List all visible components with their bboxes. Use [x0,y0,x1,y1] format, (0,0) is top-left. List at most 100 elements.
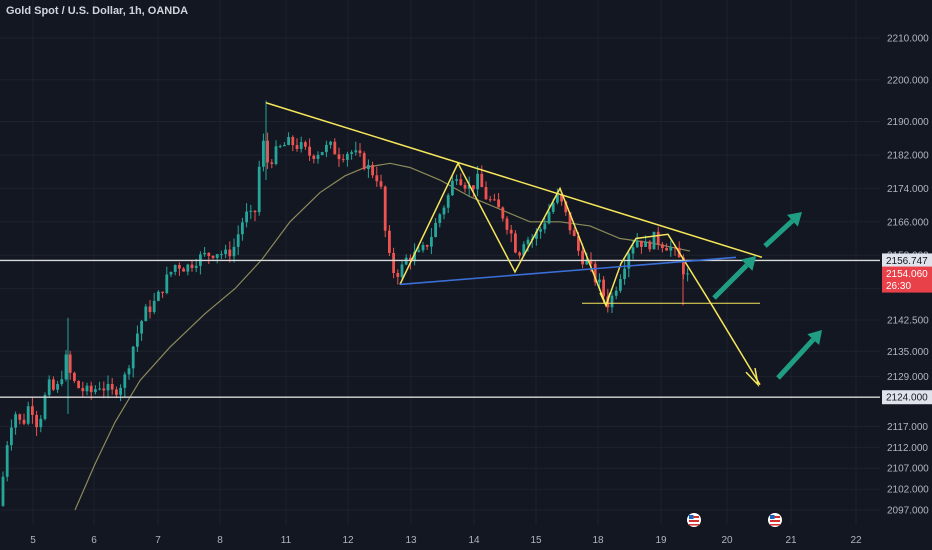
arrow-head [787,212,802,227]
candle-body [514,233,517,253]
candle-body [665,247,668,251]
candle-body [467,185,471,189]
flag-stripe [689,520,699,522]
candle-body [274,146,278,165]
chart-title: Gold Spot / U.S. Dollar, 1h, OANDA [6,5,189,17]
flag-stripe [770,524,780,526]
candle-body [283,144,286,147]
candle-body [522,244,526,256]
candle-body [497,199,500,208]
candle-body [123,374,127,388]
candle-body [358,150,362,154]
candle-body [551,202,555,212]
candle-body [623,268,626,280]
time-axis[interactable]: 5 6 7 8 11 12 13 14 15 18 19 20 21 22 [30,535,862,546]
price-tick-label: 2142.500 [887,315,929,326]
candle-body [354,150,358,153]
price-tick-label: 2107.000 [887,464,929,475]
arrow-shaft [763,218,795,248]
flag-canton [770,515,775,519]
countdown-label: 26:30 [886,281,911,292]
candle-body [509,229,513,234]
candle-body [89,385,93,393]
candle-body [417,250,421,252]
price-tag-label: 2124.000 [886,393,928,404]
candle-body [635,240,639,248]
candle-body [614,290,618,296]
flag-stripe [689,516,699,518]
price-tag [882,390,932,405]
candle-body [648,241,652,250]
candle-body [421,245,425,251]
arrow-head [741,256,756,271]
candle-body [329,141,332,145]
candle-body [144,306,148,322]
time-tick-label: 14 [468,535,480,546]
descending-trendline [265,102,763,259]
candle-body [18,414,22,420]
candle-body [115,389,118,395]
candle-body [182,268,185,272]
us-flag-icon [687,513,701,527]
price-tick-label: 2117.000 [887,422,928,433]
time-tick-label: 8 [217,535,223,546]
time-tick-label: 19 [655,535,667,546]
time-tick-label: 13 [405,535,417,546]
candle-body [388,230,391,253]
candle-body [165,274,169,293]
candle-body [52,379,55,390]
time-tick-label: 20 [721,535,733,546]
candle-body [341,159,345,161]
candle-body [325,144,328,153]
time-tick-label: 11 [281,535,292,546]
price-tick-label: 2190.000 [887,117,929,128]
candle-body [413,251,416,262]
candle-body [669,247,673,251]
time-tick-label: 12 [342,535,354,546]
candle-body [656,231,660,245]
candle-body [392,252,395,273]
candle-body [438,214,442,223]
candle-body [60,379,64,385]
candle-body [270,162,274,165]
candle-body [304,142,307,147]
time-tick-label: 5 [30,535,36,546]
candle-body [362,153,366,170]
candle-body [379,181,383,187]
candle-body [127,368,131,375]
candle-body [602,279,605,297]
arrow-shaft [712,263,749,300]
candle-body [299,142,303,149]
candle-body [85,385,89,392]
candle-body [480,173,484,188]
candle-body [26,406,30,424]
candle-body [556,194,559,203]
candle-body [396,272,400,277]
flag-canton [689,515,694,519]
candle-body [661,244,664,248]
candle-body [572,230,576,237]
candle-body [161,291,164,293]
candle-body [178,265,181,269]
candle-body [547,211,551,224]
candle-body [430,237,433,247]
candle-body [43,394,47,419]
candle-body [619,279,622,291]
candle-body [451,180,454,196]
candle-body [241,222,244,235]
price-tick-label: 2112.000 [887,443,928,454]
candle-body [484,187,488,200]
price-tick-label: 2135.000 [887,347,929,358]
candle-body [446,195,450,208]
candle-body [35,414,38,428]
candle-body [371,164,374,176]
candle-body [455,179,458,181]
levels-layer [0,259,880,398]
candle-body [22,419,26,424]
candle-body [333,141,337,155]
candle-body [640,240,643,247]
candle-body [535,231,538,239]
candle-body [136,333,139,347]
